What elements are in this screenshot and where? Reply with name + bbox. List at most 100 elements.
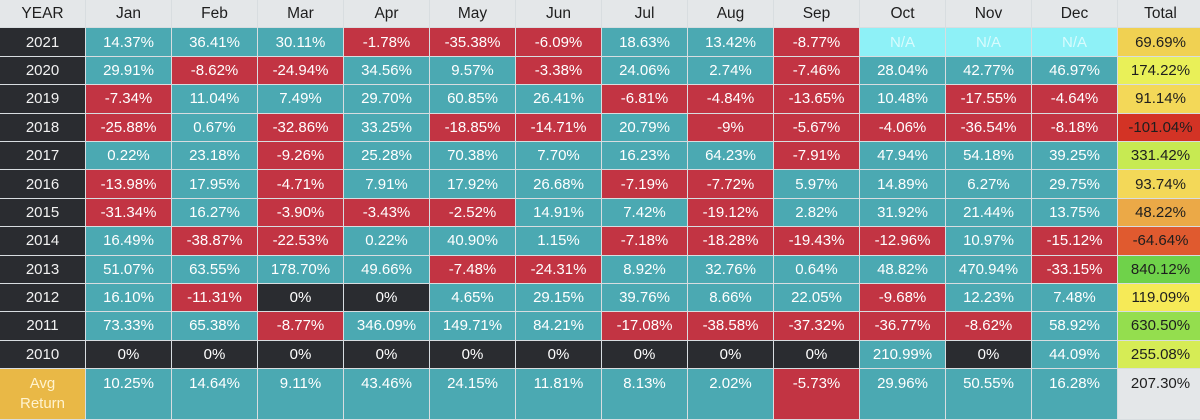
year-label: 2015 [0,198,86,228]
return-cell: 0.67% [172,113,258,142]
return-cell: 47.94% [860,141,946,171]
return-cell: 0% [344,340,430,370]
return-cell: 24.06% [602,56,688,86]
return-cell: 12.23% [946,283,1032,313]
total-cell: -101.04% [1118,113,1200,142]
return-cell: 36.41% [172,28,258,57]
return-cell: 7.70% [516,141,602,171]
return-cell: 8.66% [688,283,774,313]
return-cell: 0.22% [86,141,172,171]
year-label: 2019 [0,85,86,114]
return-cell: 16.10% [86,283,172,313]
total-cell: -64.64% [1118,227,1200,256]
return-cell: 149.71% [430,312,516,341]
return-cell: 2.82% [774,198,860,228]
return-cell: 42.77% [946,56,1032,86]
return-cell: -5.67% [774,113,860,142]
return-cell: -3.43% [344,198,430,228]
return-cell: 0% [344,283,430,313]
avg-total-cell: 207.30% [1118,369,1200,420]
month-header: Aug [688,0,774,29]
return-cell: 0% [172,340,258,370]
year-label: 2011 [0,312,86,341]
return-cell: N/A [860,28,946,57]
return-cell: 0% [516,340,602,370]
return-cell: 7.49% [258,85,344,114]
return-cell: -31.34% [86,198,172,228]
return-cell: 70.38% [430,141,516,171]
return-cell: 7.91% [344,170,430,199]
year-label: 2012 [0,283,86,313]
return-cell: -6.81% [602,85,688,114]
total-cell: 69.69% [1118,28,1200,57]
return-cell: -24.94% [258,56,344,86]
return-cell: -8.77% [774,28,860,57]
return-cell: 26.41% [516,85,602,114]
month-header: Apr [344,0,430,29]
return-cell: 21.44% [946,198,1032,228]
return-cell: 29.75% [1032,170,1118,199]
return-cell: -38.87% [172,227,258,256]
avg-return-cell: 2.02% [688,369,774,420]
month-header: May [430,0,516,29]
month-header: Sep [774,0,860,29]
avg-return-cell: 11.81% [516,369,602,420]
return-cell: -9.68% [860,283,946,313]
return-cell: -13.98% [86,170,172,199]
return-cell: 54.18% [946,141,1032,171]
return-cell: 0.22% [344,227,430,256]
return-cell: 25.28% [344,141,430,171]
return-cell: 49.66% [344,255,430,284]
return-cell: 58.92% [1032,312,1118,341]
return-cell: -7.34% [86,85,172,114]
month-header: Oct [860,0,946,29]
return-cell: 22.05% [774,283,860,313]
avg-return-cell: -5.73% [774,369,860,420]
return-cell: 9.57% [430,56,516,86]
return-cell: 26.68% [516,170,602,199]
return-cell: -7.91% [774,141,860,171]
avg-return-cell: 50.55% [946,369,1032,420]
return-cell: 64.23% [688,141,774,171]
return-cell: -9.26% [258,141,344,171]
year-label: 2010 [0,340,86,370]
return-cell: 31.92% [860,198,946,228]
return-cell: -6.09% [516,28,602,57]
avg-return-cell: 10.25% [86,369,172,420]
return-cell: 65.38% [172,312,258,341]
return-cell: -18.85% [430,113,516,142]
avg-return-cell: 16.28% [1032,369,1118,420]
return-cell: 10.48% [860,85,946,114]
return-cell: -9% [688,113,774,142]
return-cell: 44.09% [1032,340,1118,370]
return-cell: 17.95% [172,170,258,199]
return-cell: 470.94% [946,255,1032,284]
avg-return-cell: 29.96% [860,369,946,420]
month-header: Feb [172,0,258,29]
avg-return-cell: 8.13% [602,369,688,420]
return-cell: -4.06% [860,113,946,142]
year-label: 2021 [0,28,86,57]
return-cell: -7.48% [430,255,516,284]
return-cell: 34.56% [344,56,430,86]
total-cell: 93.74% [1118,170,1200,199]
month-header: Jun [516,0,602,29]
return-cell: 60.85% [430,85,516,114]
return-cell: -17.08% [602,312,688,341]
return-cell: 178.70% [258,255,344,284]
return-cell: -22.53% [258,227,344,256]
return-cell: 11.04% [172,85,258,114]
total-cell: 48.22% [1118,198,1200,228]
return-cell: 0.64% [774,255,860,284]
return-cell: 346.09% [344,312,430,341]
return-cell: 1.15% [516,227,602,256]
return-cell: 32.76% [688,255,774,284]
return-cell: -18.28% [688,227,774,256]
return-cell: -7.19% [602,170,688,199]
year-label: 2014 [0,227,86,256]
return-cell: -4.84% [688,85,774,114]
return-cell: -24.31% [516,255,602,284]
return-cell: -17.55% [946,85,1032,114]
month-header: Mar [258,0,344,29]
